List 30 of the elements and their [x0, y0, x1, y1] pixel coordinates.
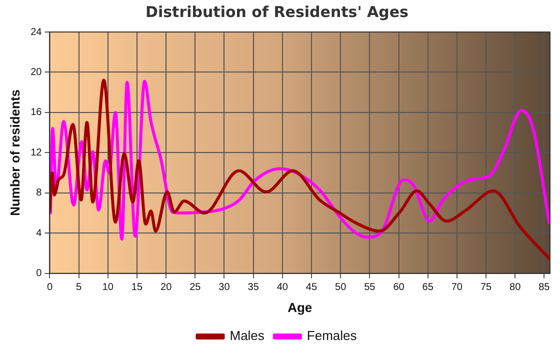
legend-label: Females: [306, 328, 358, 344]
x-axis-title: Age: [288, 300, 312, 315]
x-tick-label: 20: [160, 282, 172, 294]
y-tick-label: 4: [36, 228, 42, 239]
y-tick-label: 12: [30, 147, 42, 158]
x-tick-label: 80: [510, 282, 522, 294]
x-tick-label: 85: [538, 282, 550, 294]
x-tick-label: 25: [190, 282, 202, 294]
y-tick-label: 16: [30, 107, 42, 118]
y-tick-label: 20: [30, 66, 42, 78]
x-tick-label: 0: [46, 282, 53, 294]
x-tick-label: 10: [102, 282, 114, 294]
x-tick-label: 45: [306, 282, 318, 294]
x-tick-label: 35: [248, 282, 260, 294]
x-tick-label: 60: [393, 282, 405, 294]
x-tick-label: 55: [364, 282, 376, 294]
chart-title: Distribution of Residents' Ages: [146, 2, 409, 21]
legend-label: Males: [230, 328, 265, 344]
x-tick-label: 65: [422, 282, 434, 294]
y-axis-title: Number of residents: [7, 89, 22, 216]
x-tick-label: 30: [218, 282, 230, 294]
y-tick-label: 0: [36, 268, 42, 280]
y-tick-label: 24: [30, 26, 42, 38]
x-tick-label: 15: [131, 282, 143, 294]
x-tick-label: 5: [76, 282, 82, 294]
x-tick-label: 70: [451, 282, 463, 294]
x-tick-label: 50: [335, 282, 347, 294]
x-tick-label: 40: [276, 282, 288, 294]
x-tick-label: 75: [480, 282, 492, 294]
y-tick-label: 8: [36, 188, 42, 199]
